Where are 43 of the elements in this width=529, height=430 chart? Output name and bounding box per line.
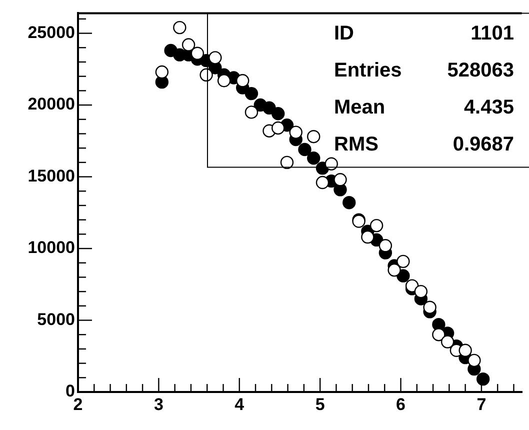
x-tick-label: 6 bbox=[396, 394, 406, 414]
annotation: 528063 bbox=[447, 60, 514, 82]
point bbox=[236, 74, 250, 88]
annotation: Mean bbox=[334, 96, 386, 119]
x-tick-label: 4 bbox=[234, 394, 245, 414]
x-tick-label: 3 bbox=[154, 394, 164, 414]
point bbox=[414, 284, 428, 298]
point bbox=[440, 335, 454, 348]
point bbox=[342, 196, 356, 210]
point bbox=[458, 344, 472, 357]
y-tick-label: 5000 bbox=[37, 310, 75, 329]
annotation: Entries bbox=[334, 60, 402, 82]
point bbox=[476, 372, 490, 386]
annotation: 0.9687 bbox=[452, 134, 514, 156]
x-tick-label: 7 bbox=[476, 394, 486, 414]
y-tick-label: 20000 bbox=[28, 94, 75, 114]
point bbox=[272, 121, 285, 135]
point bbox=[361, 230, 374, 244]
annotation: 1101 bbox=[470, 22, 514, 45]
annotation: RMS bbox=[334, 134, 378, 156]
x-tick-label: 5 bbox=[315, 394, 325, 414]
point bbox=[262, 101, 276, 114]
point bbox=[307, 152, 320, 165]
annotation: 4.435 bbox=[464, 96, 514, 119]
y-tick-label: 25000 bbox=[28, 22, 75, 42]
y-tick-label: 0 bbox=[66, 382, 75, 401]
point bbox=[298, 142, 312, 156]
point bbox=[423, 300, 436, 314]
point bbox=[217, 74, 231, 88]
point bbox=[190, 46, 204, 60]
x-tick-label: 2 bbox=[73, 394, 83, 414]
y-tick-label: 10000 bbox=[28, 238, 75, 258]
point bbox=[289, 126, 302, 139]
annotation: ID bbox=[334, 22, 354, 45]
point bbox=[272, 107, 285, 120]
point bbox=[396, 269, 410, 282]
point bbox=[405, 279, 419, 292]
point bbox=[388, 263, 401, 277]
y-tick-label: 15000 bbox=[28, 166, 75, 186]
point bbox=[244, 86, 258, 100]
point bbox=[468, 354, 481, 368]
point bbox=[378, 239, 392, 252]
point bbox=[316, 176, 330, 190]
